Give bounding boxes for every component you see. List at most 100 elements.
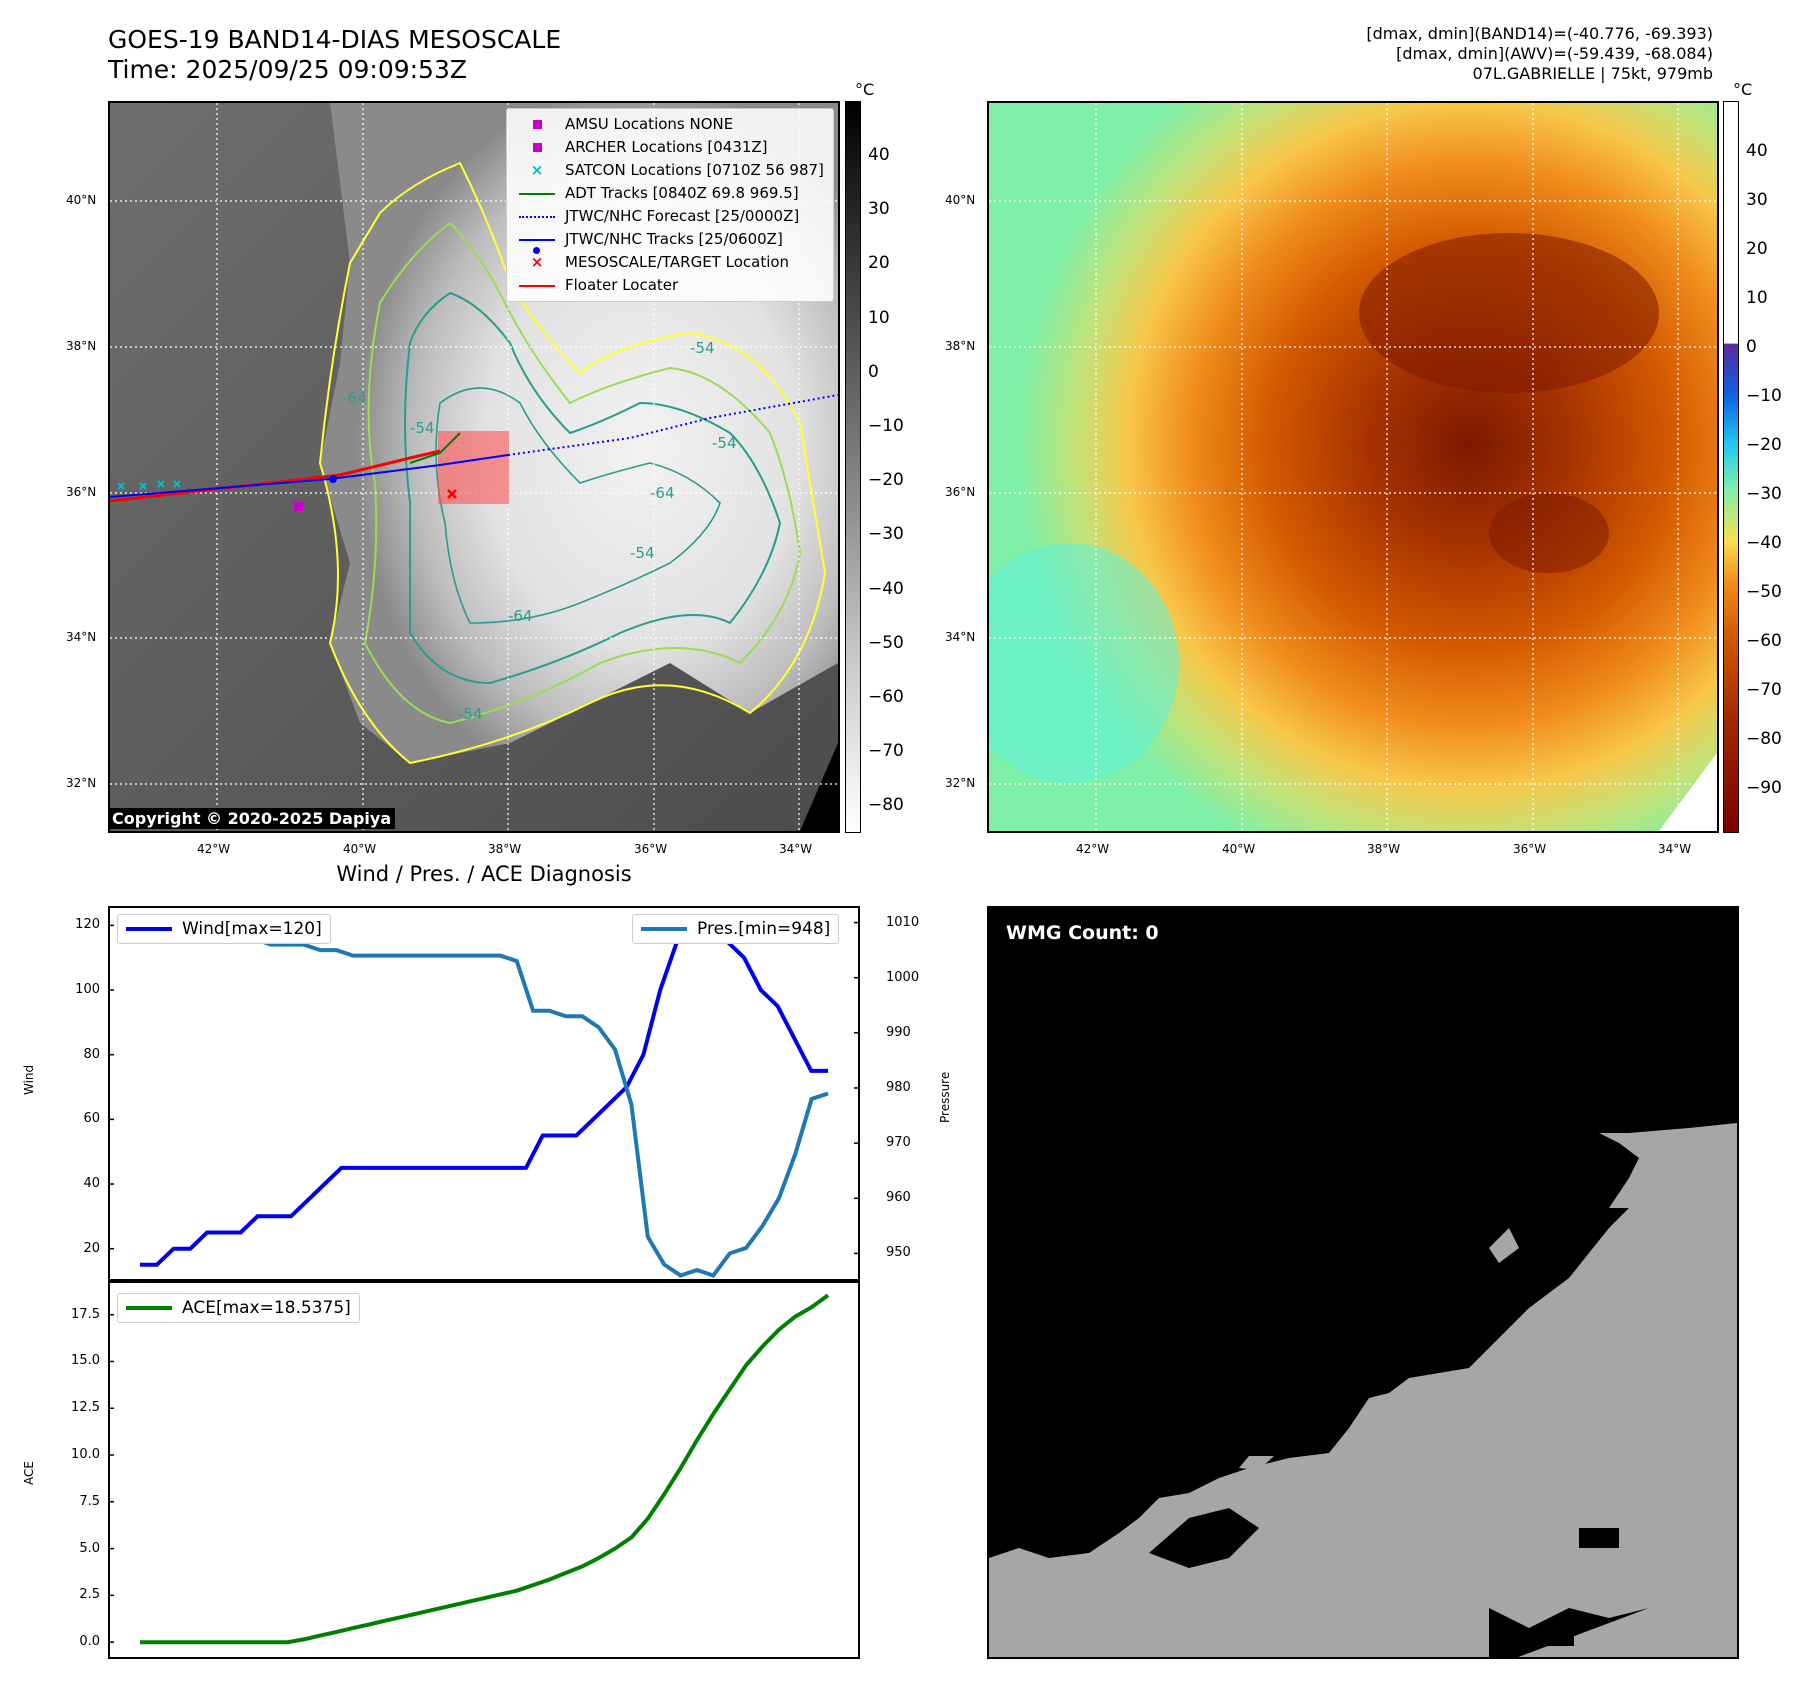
lat-label: 32°N bbox=[66, 776, 97, 790]
axis-tick-label: 15.0 bbox=[71, 1353, 100, 1369]
colorbar-tick: −60 bbox=[1746, 631, 1782, 651]
lon-label: 42°W bbox=[197, 842, 231, 856]
axis-tick-label: 970 bbox=[886, 1135, 911, 1151]
lat-label: 40°N bbox=[945, 193, 976, 207]
figure-time: Time: 2025/09/25 09:09:53Z bbox=[108, 55, 467, 84]
axis-tick-label: 120 bbox=[75, 917, 100, 933]
contour-label: -54 bbox=[410, 419, 435, 437]
colorbar-tick: −70 bbox=[1746, 680, 1782, 700]
axis-tick-label: 990 bbox=[886, 1024, 911, 1040]
line-marker-icon bbox=[519, 192, 555, 195]
axis-tick-label: 1010 bbox=[886, 914, 920, 930]
contour-label: -54 bbox=[712, 434, 737, 452]
color-colorbar bbox=[1723, 101, 1739, 833]
colorbar-tick: 40 bbox=[1746, 141, 1768, 161]
pressure-axis-label: Pressure bbox=[938, 1071, 952, 1123]
line-dot-icon bbox=[519, 238, 555, 241]
gray-colorbar-unit: °C bbox=[855, 80, 875, 99]
ace-chart bbox=[108, 1281, 860, 1659]
lon-label: 40°W bbox=[343, 842, 377, 856]
axis-tick-label: 980 bbox=[886, 1079, 911, 1095]
lon-label: 42°W bbox=[1076, 842, 1110, 856]
colorbar-tick: 0 bbox=[868, 361, 879, 382]
legend-satcon: × SATCON Locations [0710Z 56 987] bbox=[515, 159, 825, 182]
contour-label: -64 bbox=[508, 607, 533, 625]
ace-legend: ACE[max=18.5375] bbox=[117, 1293, 360, 1323]
x-marker-icon: × bbox=[530, 161, 544, 179]
colorbar-tick: −80 bbox=[1746, 729, 1782, 749]
line-marker-icon bbox=[519, 284, 555, 287]
colorbar-tick: 40 bbox=[868, 145, 890, 165]
axis-tick-label: 60 bbox=[83, 1111, 100, 1127]
copyright: Copyright © 2020-2025 Dapiya bbox=[108, 808, 396, 829]
target-marker bbox=[447, 489, 457, 499]
lat-label: 34°N bbox=[66, 630, 97, 644]
jtwc-track bbox=[110, 454, 509, 498]
lat-label: 38°N bbox=[945, 339, 976, 353]
axis-tick-label: 12.5 bbox=[71, 1400, 100, 1416]
contour-label: -54 bbox=[458, 705, 483, 723]
axis-tick-label: 80 bbox=[83, 1046, 100, 1062]
band14-range: [dmax, dmin](BAND14)=(-40.776, -69.393) bbox=[1366, 24, 1713, 43]
colorbar-tick: −80 bbox=[868, 795, 904, 816]
contour-label: -64 bbox=[650, 484, 675, 502]
ace-series-line bbox=[140, 1293, 830, 1645]
legend-archer: ARCHER Locations [0431Z] bbox=[515, 136, 825, 159]
axis-tick-label: 2.5 bbox=[79, 1587, 100, 1603]
axis-tick-label: 20 bbox=[83, 1240, 100, 1256]
lon-label: 38°W bbox=[488, 842, 522, 856]
colorbar-tick: −30 bbox=[1746, 484, 1782, 504]
colorbar-tick: −90 bbox=[1746, 778, 1782, 798]
chart-title: Wind / Pres. / ACE Diagnosis bbox=[336, 862, 632, 886]
wind-pressure-plot bbox=[108, 906, 860, 1281]
colorbar-tick: −20 bbox=[868, 470, 904, 491]
wind-pressure-chart bbox=[108, 906, 860, 1281]
legend-amsu: AMSU Locations NONE bbox=[515, 113, 825, 136]
lon-label: 34°W bbox=[779, 842, 813, 856]
colorbar-tick: −70 bbox=[868, 741, 904, 762]
storm-info: 07L.GABRIELLE | 75kt, 979mb bbox=[1472, 64, 1713, 83]
colorbar-tick: 30 bbox=[868, 199, 890, 220]
mesoscale-box bbox=[438, 431, 509, 504]
wind-axis-label: Wind bbox=[22, 1064, 36, 1095]
colorbar-tick: −40 bbox=[868, 578, 904, 599]
colorbar-tick: 10 bbox=[868, 307, 890, 328]
axis-tick-label: 7.5 bbox=[79, 1493, 100, 1509]
colorbar-tick: −60 bbox=[868, 687, 904, 707]
awv-map-panel bbox=[987, 101, 1719, 833]
lon-label: 36°W bbox=[1513, 842, 1547, 856]
dotted-line-icon bbox=[519, 215, 555, 218]
lon-label: 38°W bbox=[1367, 842, 1401, 856]
square-marker-icon bbox=[532, 120, 542, 129]
jtwc-forecast bbox=[507, 394, 838, 456]
contour-label: -54 bbox=[690, 339, 715, 357]
wmg-count: WMG Count: 0 bbox=[1006, 922, 1159, 944]
lat-label: 36°N bbox=[66, 485, 97, 499]
contour-label: -54 bbox=[630, 544, 655, 562]
contour-label: -64 bbox=[342, 389, 367, 407]
wind-line-icon bbox=[126, 927, 172, 931]
pressure-line-icon bbox=[641, 927, 687, 931]
colorbar-tick: −50 bbox=[868, 632, 904, 653]
colorbar-tick: −10 bbox=[1746, 386, 1782, 406]
awv-range: [dmax, dmin](AWV)=(-59.439, -68.084) bbox=[1396, 44, 1713, 63]
legend-floater: Floater Locater bbox=[515, 274, 825, 297]
lat-label: 36°N bbox=[945, 485, 976, 499]
colorbar-tick: 20 bbox=[868, 253, 890, 274]
colorbar-tick: 0 bbox=[1746, 337, 1757, 357]
legend-jtwc-forecast: JTWC/NHC Forecast [25/0000Z] bbox=[515, 205, 825, 228]
gray-colorbar bbox=[845, 101, 861, 833]
lon-label: 40°W bbox=[1222, 842, 1256, 856]
colorbar-tick: −50 bbox=[1746, 582, 1782, 602]
square-marker-icon bbox=[532, 143, 542, 152]
pressure-legend: Pres.[min=948] bbox=[632, 914, 840, 944]
map-grid bbox=[989, 103, 1717, 831]
legend-jtwc-tracks: JTWC/NHC Tracks [25/0600Z] bbox=[515, 228, 825, 254]
axis-tick-label: 0.0 bbox=[79, 1634, 100, 1650]
colorbar-tick: 30 bbox=[1746, 190, 1768, 210]
axis-tick-label: 950 bbox=[886, 1245, 911, 1261]
wmg-mask bbox=[989, 1123, 1737, 1657]
wind-legend: Wind[max=120] bbox=[117, 914, 331, 944]
axis-tick-label: 10.0 bbox=[71, 1447, 100, 1463]
x-marker-icon: × bbox=[530, 253, 544, 271]
